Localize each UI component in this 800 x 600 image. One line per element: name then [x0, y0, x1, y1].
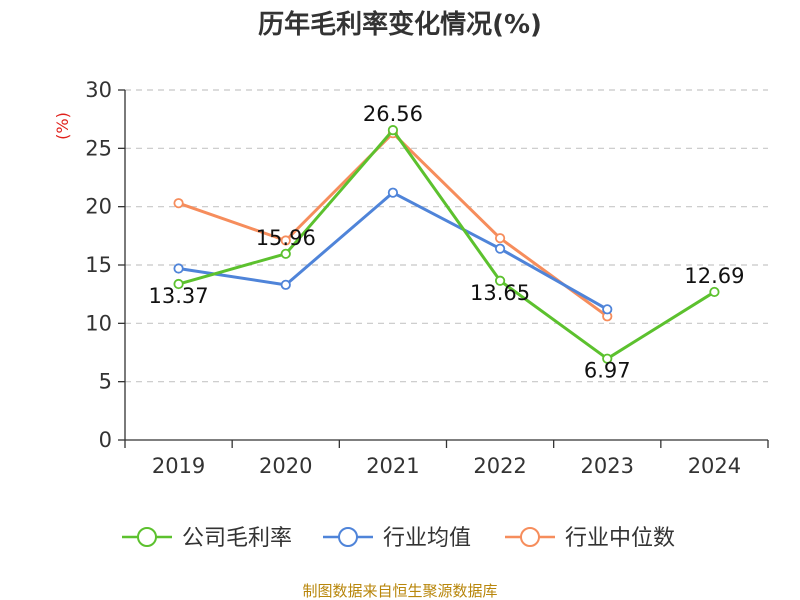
series-line-1	[177, 191, 609, 311]
y-tick-label: 20	[85, 195, 112, 219]
grid-lines	[125, 89, 768, 383]
x-tick-label: 2024	[688, 454, 741, 478]
data-point	[494, 275, 506, 286]
y-tick-label: 25	[85, 136, 112, 160]
series-line-2	[177, 131, 609, 318]
legend-label: 行业均值	[383, 526, 471, 551]
y-tick-label: 0	[99, 428, 112, 452]
data-point	[173, 263, 184, 274]
y-tick-label: 30	[85, 78, 112, 102]
x-tick-label: 2021	[366, 454, 419, 478]
chart-title: 历年毛利率变化情况(%)	[258, 9, 542, 40]
data-point	[173, 278, 184, 290]
data-point	[173, 198, 184, 209]
legend: 公司毛利率 行业均值 行业中位数	[122, 526, 675, 551]
y-tick-label: 10	[85, 311, 112, 335]
y-tick-label: 5	[99, 370, 112, 394]
x-tick-label: 2020	[259, 454, 312, 478]
x-tick-label: 2019	[152, 454, 205, 478]
legend-marker-icon	[137, 527, 157, 547]
legend-marker-icon	[338, 527, 358, 547]
y-axis-unit: (%)	[53, 112, 72, 140]
legend-label: 行业中位数	[565, 526, 675, 551]
series-line-0	[177, 128, 716, 361]
x-tick-label: 2023	[581, 454, 634, 478]
legend-marker-icon	[520, 527, 540, 547]
data-label: 15.96	[256, 226, 316, 250]
data-point	[602, 353, 613, 364]
legend-item-2[interactable]: 行业中位数	[505, 526, 675, 551]
data-point	[494, 243, 506, 254]
x-tick-label: 2022	[473, 454, 526, 478]
data-point	[280, 248, 291, 259]
data-point	[709, 286, 720, 298]
axes: 0 5 10 15 20 25 30 2019 2020 2021 2022 2023 2024	[85, 78, 769, 478]
data-point	[280, 235, 291, 246]
data-point	[494, 233, 506, 244]
legend-item-1[interactable]: 行业均值	[323, 526, 471, 551]
data-label: 12.69	[684, 264, 744, 288]
data-label: 6.97	[584, 359, 631, 383]
source-note: 制图数据来自恒生聚源数据库	[302, 582, 497, 600]
data-point	[602, 304, 613, 315]
data-labels: 13.37 15.96 26.56 13.65 6.97 12.69	[149, 102, 745, 383]
y-tick-label: 15	[85, 253, 112, 277]
series-layer	[173, 125, 720, 364]
data-label: 13.65	[470, 281, 530, 305]
data-point	[387, 125, 399, 136]
data-label: 13.37	[149, 284, 209, 308]
data-point	[387, 187, 399, 198]
data-point	[280, 279, 291, 290]
legend-item-0[interactable]: 公司毛利率	[122, 526, 292, 551]
data-label: 26.56	[363, 102, 423, 126]
legend-label: 公司毛利率	[182, 526, 292, 551]
